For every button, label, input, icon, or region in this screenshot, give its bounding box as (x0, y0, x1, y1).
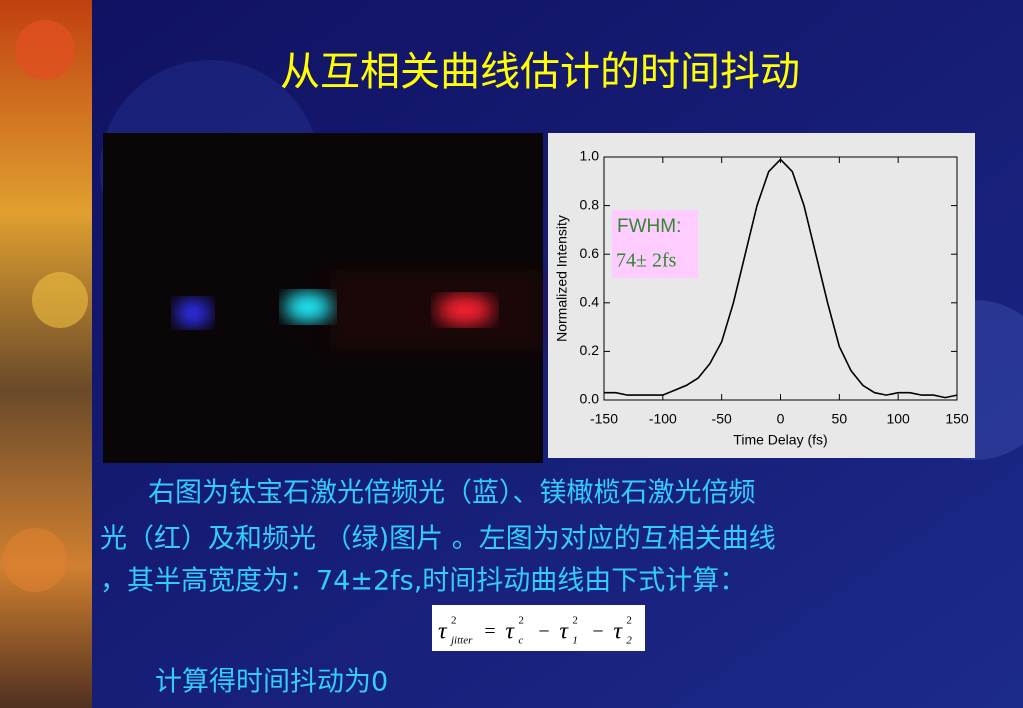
slide-title: 从互相关曲线估计的时间抖动 (280, 49, 800, 95)
x-tick-label: -50 (712, 411, 732, 427)
y-tick-label: 1.0 (580, 148, 600, 164)
caption-line: 右图为钛宝石激光倍频光（蓝）、镁橄榄石激光倍频 (148, 478, 756, 509)
blue-spot (175, 299, 211, 327)
chart-panel (548, 133, 975, 458)
formula-symbol: τ (438, 619, 448, 645)
y-tick-label: 0.8 (580, 196, 600, 212)
chart: 0.0 0.2 0.4 0.6 0.8 1.0 -150 -100 -50 0 50 100 150 Ti… (554, 148, 969, 448)
y-tick-label: 0.2 (580, 342, 600, 358)
annotation: FWHM: (617, 216, 681, 237)
x-tick-label: -150 (590, 411, 618, 427)
gear-decor (32, 272, 88, 328)
formula-sub: c (518, 635, 523, 647)
red-spot (437, 295, 493, 325)
formula-symbol: τ (505, 619, 515, 645)
formula-sup: 2 (572, 615, 578, 627)
gear-decor (3, 528, 67, 592)
green-spot (284, 292, 332, 322)
formula-sub: 2 (626, 635, 632, 647)
caption-line: 光（红）及和频光 （绿)图片 。左图为对应的互相关曲线 (100, 524, 776, 555)
formula-sup: 2 (451, 615, 457, 627)
y-axis-label: Normalized Intensity (554, 215, 570, 342)
data-line (604, 158, 958, 399)
formula-operator: − (538, 621, 549, 643)
annotation-box (612, 210, 698, 278)
x-tick-label: 150 (945, 411, 969, 427)
result: 计算得时间抖动为0 (155, 667, 388, 698)
x-tick-label: 50 (832, 411, 848, 427)
formula-operator: = (484, 621, 495, 643)
formula-sup: 2 (626, 615, 632, 627)
y-tick-label: 0.6 (580, 245, 600, 261)
x-axis-label: Time Delay (fs) (733, 432, 827, 448)
formula-operator: − (592, 621, 603, 643)
formula-box (432, 605, 645, 651)
gear-decor (15, 20, 75, 80)
y-tick-label: 0.0 (580, 391, 600, 407)
x-tick-label: 100 (886, 411, 910, 427)
formula-symbol: τ (613, 619, 623, 645)
y-tick-label: 0.4 (580, 294, 600, 310)
formula-sup: 2 (518, 615, 524, 627)
formula-symbol: τ (559, 619, 569, 645)
x-tick-label: 0 (777, 411, 785, 427)
caption-line: ，其半高宽度为：74±2fs,时间抖动曲线由下式计算： (100, 566, 746, 597)
photo-glow (330, 270, 543, 350)
formula-sub: 1 (572, 635, 578, 647)
annotation: 74± 2fs (616, 250, 677, 272)
formula-sub: jitter (449, 635, 473, 647)
side-strip (0, 0, 92, 708)
x-tick-label: -100 (649, 411, 677, 427)
